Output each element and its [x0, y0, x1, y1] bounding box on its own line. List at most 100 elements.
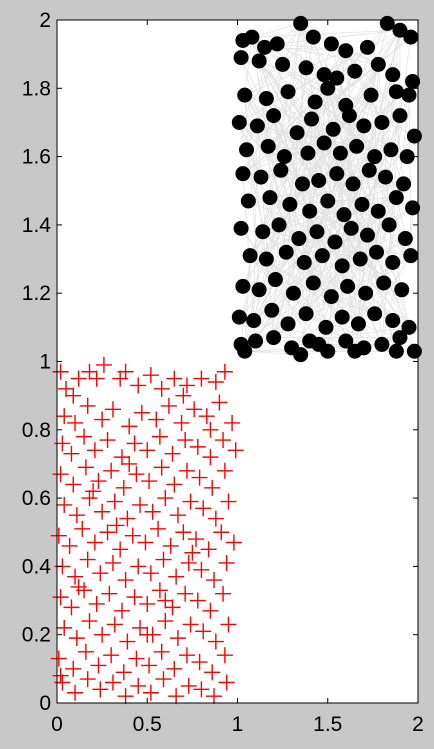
black-dot-marker: [374, 114, 390, 130]
red-plus-marker: [164, 445, 181, 462]
black-dot-marker: [406, 343, 422, 359]
red-plus-marker: [65, 476, 82, 493]
black-dot-marker: [237, 87, 253, 103]
connecting-line: [239, 122, 410, 328]
y-tick-label: 0.4: [22, 555, 52, 578]
red-plus-marker: [86, 534, 103, 551]
black-dot-marker: [323, 289, 339, 305]
black-dot-marker: [239, 142, 255, 158]
black-dot-marker: [266, 108, 282, 124]
red-plus-marker: [124, 527, 141, 544]
y-tick-label: 1.8: [22, 77, 51, 100]
red-plus-marker: [178, 377, 195, 394]
red-plus-marker: [204, 664, 221, 681]
red-plus-marker: [92, 681, 109, 698]
red-plus-marker: [220, 616, 237, 633]
red-plus-marker: [94, 503, 111, 520]
red-plus-marker: [128, 466, 145, 483]
red-plus-marker: [85, 483, 102, 500]
red-plus-marker: [166, 476, 183, 493]
red-plus-marker: [189, 592, 206, 609]
red-plus-marker: [52, 589, 69, 606]
black-dot-marker: [302, 203, 318, 219]
red-plus-marker: [168, 568, 185, 585]
connecting-line: [267, 64, 379, 147]
connecting-line: [242, 173, 332, 297]
connecting-line: [255, 262, 305, 342]
red-plus-marker: [77, 459, 94, 476]
black-dot-marker: [269, 36, 285, 52]
black-dot-marker: [305, 275, 321, 291]
red-plus-marker: [95, 356, 112, 373]
y-tick-label: 0.6: [22, 487, 51, 510]
red-plus-marker: [101, 585, 118, 602]
connecting-line: [240, 57, 269, 147]
black-dot-marker: [405, 73, 421, 89]
black-dot-marker: [329, 70, 345, 86]
red-plus-marker: [213, 524, 230, 541]
red-plus-marker: [117, 363, 134, 380]
black-dot-marker: [294, 176, 310, 192]
black-dot-marker: [278, 244, 294, 260]
black-dot-marker: [370, 203, 386, 219]
red-plus-marker: [216, 462, 233, 479]
red-plus-marker: [204, 479, 221, 496]
black-dot-marker: [388, 343, 404, 359]
red-plus-marker: [79, 397, 96, 414]
red-plus-marker: [106, 493, 123, 510]
black-dot-marker: [359, 227, 375, 243]
red-plus-marker: [144, 503, 161, 520]
connecting-line: [262, 231, 273, 311]
connecting-line: [251, 23, 301, 38]
black-dot-marker: [397, 231, 413, 247]
black-dot-marker: [334, 309, 350, 325]
red-plus-marker: [191, 654, 208, 671]
black-dot-marker: [329, 166, 345, 182]
red-plus-marker: [56, 408, 73, 425]
connecting-line: [269, 183, 404, 198]
connecting-line: [266, 258, 383, 345]
connecting-line: [381, 238, 406, 345]
red-plus-marker: [169, 507, 186, 524]
red-plus-marker: [151, 582, 168, 599]
red-plus-marker: [103, 462, 120, 479]
red-plus-marker: [113, 449, 130, 466]
black-dot-marker: [325, 121, 341, 137]
red-plus-marker: [104, 554, 121, 571]
red-plus-marker: [153, 643, 170, 660]
red-plus-marker: [150, 520, 167, 537]
red-plus-marker: [202, 421, 219, 438]
black-dot-marker: [338, 43, 354, 59]
red-plus-marker: [77, 643, 94, 660]
red-plus-marker: [70, 578, 87, 595]
black-dot-marker: [304, 111, 320, 127]
black-dot-marker: [240, 193, 256, 209]
black-dot-marker: [271, 217, 287, 233]
red-plus-marker: [216, 647, 233, 664]
black-dot-marker: [257, 39, 273, 55]
red-plus-marker: [56, 619, 73, 636]
red-plus-marker: [132, 619, 149, 636]
red-plus-marker: [67, 414, 84, 431]
red-plus-marker: [160, 397, 177, 414]
red-plus-marker: [175, 387, 192, 404]
red-plus-marker: [157, 613, 174, 630]
black-dot-marker: [385, 67, 401, 83]
black-dot-marker: [396, 176, 412, 192]
black-dot-marker: [296, 254, 312, 270]
y-tick-label: 0: [39, 692, 51, 715]
red-plus-marker: [207, 633, 224, 650]
black-dot-marker: [403, 29, 419, 45]
red-plus-marker: [121, 418, 138, 435]
red-plus-marker: [92, 565, 109, 582]
y-tick-label: 1: [39, 351, 51, 374]
red-plus-marker: [52, 363, 69, 380]
black-dot-marker: [233, 220, 249, 236]
x-tick-label: 2: [412, 713, 424, 736]
red-plus-marker: [115, 479, 132, 496]
y-tick-label: 2: [39, 9, 51, 32]
red-plus-marker: [74, 520, 91, 537]
black-dot-marker: [320, 193, 336, 209]
black-dot-marker: [394, 282, 410, 298]
y-tick-label: 1.4: [22, 214, 52, 237]
